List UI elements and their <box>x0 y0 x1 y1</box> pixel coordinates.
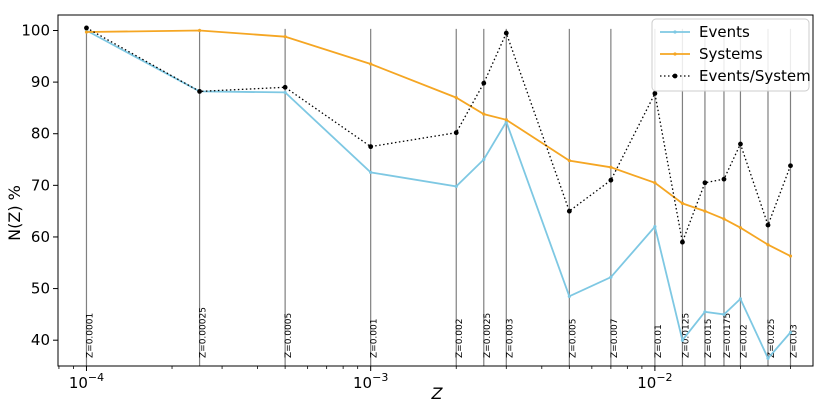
data-point <box>608 177 614 183</box>
legend-marker <box>673 30 677 34</box>
data-point <box>766 243 770 247</box>
x-tick-label: 10−2 <box>637 371 672 392</box>
data-point <box>482 157 486 162</box>
data-point <box>197 88 202 94</box>
data-point <box>722 312 726 316</box>
data-point <box>738 226 743 230</box>
data-point <box>369 170 373 175</box>
data-point <box>453 130 459 136</box>
reference-line-label: Z=0.003 <box>505 319 515 358</box>
data-point <box>788 254 793 258</box>
reference-line-label: Z=0.0001 <box>85 313 95 358</box>
legend-label: Systems <box>699 45 763 63</box>
reference-line-label: Z=0.0025 <box>483 313 493 358</box>
data-point <box>368 144 374 150</box>
data-point <box>765 222 771 228</box>
data-point <box>703 209 707 213</box>
data-point <box>609 165 613 169</box>
reference-line-label: Z=0.0005 <box>284 313 294 358</box>
reference-line-label: Z=0.02 <box>739 324 749 358</box>
data-point <box>84 25 89 31</box>
data-point <box>680 201 685 206</box>
reference-line-label: Z=0.002 <box>455 319 465 358</box>
data-point <box>738 141 743 147</box>
data-point <box>703 310 707 314</box>
data-point <box>680 239 685 245</box>
data-point <box>283 90 287 95</box>
y-tick-label: 100 <box>21 21 50 39</box>
data-point <box>680 338 685 342</box>
x-axis-title: Z <box>431 384 444 403</box>
y-axis-title: N(Z) % <box>5 185 24 241</box>
data-point <box>722 217 726 221</box>
data-point <box>454 184 458 188</box>
data-point <box>721 176 727 182</box>
y-tick-label: 80 <box>31 125 50 143</box>
reference-line-label: Z=0.025 <box>767 319 777 358</box>
reference-line-label: Z=0.001 <box>370 319 380 358</box>
reference-line-label: Z=0.0175 <box>723 313 733 358</box>
data-point <box>788 330 793 335</box>
data-point <box>567 294 571 298</box>
legend: Events Systems Events/System <box>651 18 811 92</box>
data-point <box>84 30 89 34</box>
series-line <box>86 27 792 245</box>
data-point <box>481 80 487 86</box>
data-point <box>504 118 508 122</box>
data-point <box>653 225 657 229</box>
data-point <box>197 28 202 33</box>
data-point <box>282 84 288 90</box>
reference-line-label: Z=0.03 <box>789 324 799 358</box>
x-tick-label: 10−3 <box>353 371 388 392</box>
legend-marker <box>672 73 678 79</box>
data-point <box>454 95 458 100</box>
data-point <box>566 208 572 214</box>
data-point <box>283 35 287 39</box>
data-point <box>369 62 373 66</box>
data-point <box>652 91 658 96</box>
data-point <box>609 275 613 279</box>
reference-line-label: Z=0.00025 <box>199 307 209 358</box>
legend-box <box>651 18 810 92</box>
data-point <box>702 180 708 186</box>
legend-label: Events <box>699 23 750 41</box>
series-line <box>86 29 791 257</box>
reference-line-label: Z=0.015 <box>704 319 714 358</box>
reference-line-label: Z=0.005 <box>568 319 578 358</box>
series-group <box>84 25 793 360</box>
legend-label: Events/System <box>699 67 811 85</box>
data-point <box>766 356 770 360</box>
data-point <box>738 297 743 301</box>
x-tick-label: 10−4 <box>69 371 104 392</box>
legend-marker <box>673 52 677 56</box>
data-point <box>567 158 571 163</box>
reference-line-label: Z=0.01 <box>654 324 664 358</box>
reference-line-label: Z=0.007 <box>610 319 620 358</box>
series-line <box>86 29 792 360</box>
data-point <box>503 30 509 36</box>
data-point <box>482 112 486 116</box>
data-point <box>788 163 793 169</box>
y-tick-label: 60 <box>31 228 50 246</box>
y-tick-label: 50 <box>31 280 50 298</box>
plot-frame <box>57 14 814 367</box>
axes: 40 50 60 70 80 90 100 10−4 10−3 10−2 <box>21 14 814 392</box>
data-point <box>653 181 657 185</box>
y-tick-label: 90 <box>31 73 50 91</box>
y-tick-label: 70 <box>31 176 50 194</box>
y-tick-label: 40 <box>31 331 50 349</box>
